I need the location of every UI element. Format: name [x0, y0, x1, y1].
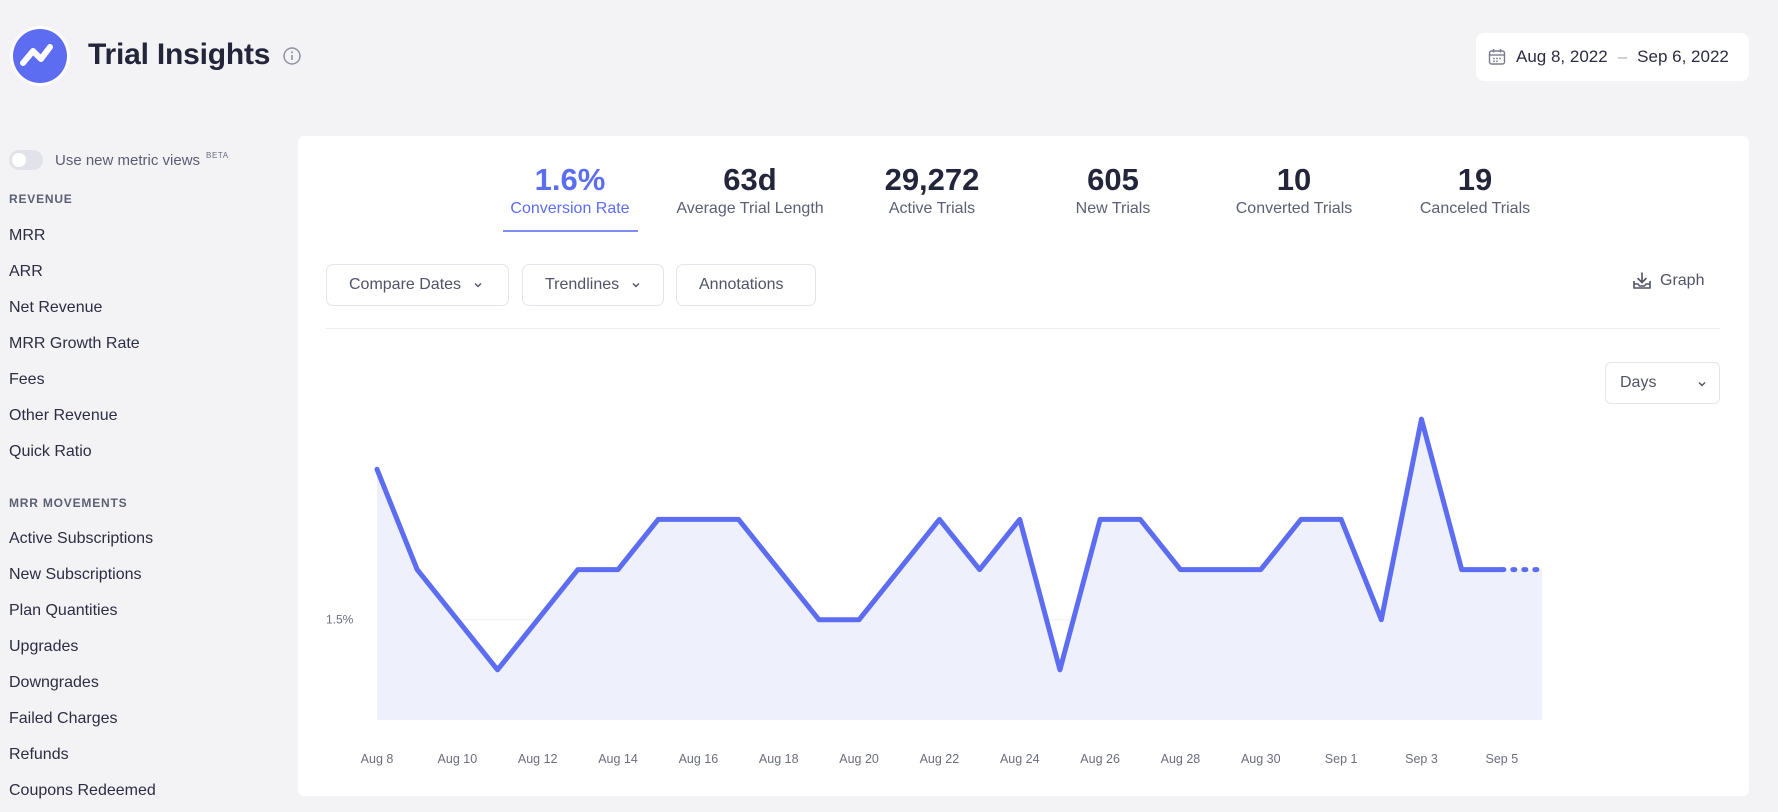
sidebar-item-failed-charges[interactable]: Failed Charges — [9, 710, 118, 727]
date-start: Aug 8, 2022 — [1516, 47, 1608, 66]
metric-value: 1.6% — [534, 162, 606, 197]
metric-value: 19 — [1457, 162, 1493, 197]
toggle-label: Use new metric views — [55, 151, 201, 169]
date-range-picker[interactable]: Aug 8, 2022 – Sep 6, 2022 — [1476, 33, 1749, 81]
app-logo[interactable] — [10, 26, 70, 86]
metric-value: 605 — [1087, 162, 1139, 197]
sidebar-item-quick-ratio[interactable]: Quick Ratio — [9, 443, 92, 460]
chevron-down-icon — [474, 283, 482, 288]
metric-views-toggle[interactable] — [9, 150, 43, 170]
x-tick-label: Aug 16 — [679, 752, 719, 766]
sidebar-item-coupons-redeemed[interactable]: Coupons Redeemed — [9, 782, 156, 799]
x-tick-label: Aug 26 — [1080, 752, 1120, 766]
beta-badge: BETA — [206, 150, 229, 160]
metric-value: 10 — [1276, 162, 1312, 197]
x-tick-label: Sep 1 — [1325, 752, 1358, 766]
metric-tab-average-trial-length[interactable]: 63d Average Trial Length — [662, 162, 838, 218]
metric-tab-new-trials[interactable]: 605 New Trials — [1025, 162, 1201, 218]
sidebar-item-refunds[interactable]: Refunds — [9, 746, 69, 763]
metric-tab-converted-trials[interactable]: 10 Converted Trials — [1206, 162, 1382, 218]
interval-select[interactable]: Days — [1605, 362, 1720, 404]
sidebar-item-downgrades[interactable]: Downgrades — [9, 674, 99, 691]
chevron-down-icon — [1698, 382, 1706, 387]
series-area — [377, 419, 1542, 720]
sidebar-item-arr[interactable]: ARR — [9, 263, 43, 280]
chevron-down-icon — [632, 283, 640, 288]
sidebar-item-plan-quantities[interactable]: Plan Quantities — [9, 602, 118, 619]
download-icon — [1633, 272, 1651, 289]
interval-value: Days — [1620, 374, 1657, 391]
compare-dates-button[interactable]: Compare Dates — [326, 264, 509, 306]
x-tick-label: Aug 8 — [361, 752, 394, 766]
trend-logo-icon — [13, 29, 67, 83]
x-tick-label: Aug 24 — [1000, 752, 1040, 766]
conversion-rate-chart: 1.5% Aug 8 Aug 10 Aug 12 Aug 14 Aug 16 Aug 18 A… — [326, 416, 1545, 766]
date-separator: – — [1617, 47, 1628, 66]
x-tick-label: Aug 12 — [518, 752, 558, 766]
annotations-button[interactable]: Annotations — [676, 264, 816, 306]
trendlines-button[interactable]: Trendlines — [522, 264, 664, 306]
x-tick-label: Sep 5 — [1485, 752, 1518, 766]
graph-label: Graph — [1660, 272, 1705, 289]
sidebar-item-fees[interactable]: Fees — [9, 371, 45, 388]
metric-tab-active-trials[interactable]: 29,272 Active Trials — [844, 162, 1020, 218]
x-tick-label: Aug 20 — [839, 752, 879, 766]
metric-label: New Trials — [1075, 200, 1151, 217]
sidebar-item-mrr[interactable]: MRR — [9, 227, 46, 244]
sidebar-item-net-revenue[interactable]: Net Revenue — [9, 299, 103, 316]
calendar-icon — [1488, 49, 1506, 65]
trendlines-label: Trendlines — [545, 276, 620, 293]
metric-label: Average Trial Length — [676, 200, 824, 217]
metric-label: Active Trials — [888, 200, 976, 217]
x-tick-label: Sep 3 — [1405, 752, 1438, 766]
x-tick-label: Aug 10 — [438, 752, 478, 766]
sidebar-item-mrr-growth-rate[interactable]: MRR Growth Rate — [9, 335, 140, 352]
metric-value: 29,272 — [884, 162, 980, 197]
sidebar-item-upgrades[interactable]: Upgrades — [9, 638, 79, 655]
metric-views-toggle-row: Use new metric views BETA — [9, 150, 229, 170]
sidebar-item-new-subscriptions[interactable]: New Subscriptions — [9, 566, 142, 583]
download-graph-button[interactable]: Graph — [1632, 272, 1704, 290]
compare-dates-label: Compare Dates — [349, 276, 462, 293]
sidebar-item-other-revenue[interactable]: Other Revenue — [9, 407, 118, 424]
metrics-card: 1.6% Conversion Rate 63d Average Trial L… — [298, 136, 1749, 796]
page-title: Trial Insights — [88, 38, 271, 71]
date-end: Sep 6, 2022 — [1637, 47, 1729, 66]
x-tick-label: Aug 22 — [920, 752, 960, 766]
x-tick-label: Aug 18 — [759, 752, 799, 766]
x-tick-label: Aug 28 — [1161, 752, 1201, 766]
metric-label: Converted Trials — [1235, 200, 1353, 217]
metric-tab-conversion-rate[interactable]: 1.6% Conversion Rate — [482, 162, 658, 218]
y-tick-label: 1.5% — [326, 613, 354, 627]
metric-value: 63d — [723, 162, 777, 197]
section-title-mrr-movements: MRR MOVEMENTS — [9, 496, 128, 510]
annotations-label: Annotations — [699, 276, 784, 293]
section-title-revenue: REVENUE — [9, 192, 73, 206]
x-tick-label: Aug 14 — [598, 752, 638, 766]
series-line — [374, 416, 1505, 673]
sidebar-item-active-subscriptions[interactable]: Active Subscriptions — [9, 530, 154, 547]
metric-tab-canceled-trials[interactable]: 19 Canceled Trials — [1387, 162, 1563, 218]
page-header: Trial Insights Aug 8, 2022 – Sep 6, 2022 — [0, 0, 1778, 114]
toolbar-divider — [326, 328, 1720, 329]
x-tick-label: Aug 30 — [1241, 752, 1281, 766]
active-tab-underline — [503, 230, 638, 232]
info-icon[interactable] — [282, 46, 302, 66]
metric-label: Conversion Rate — [510, 200, 630, 217]
metric-label: Canceled Trials — [1419, 200, 1531, 217]
